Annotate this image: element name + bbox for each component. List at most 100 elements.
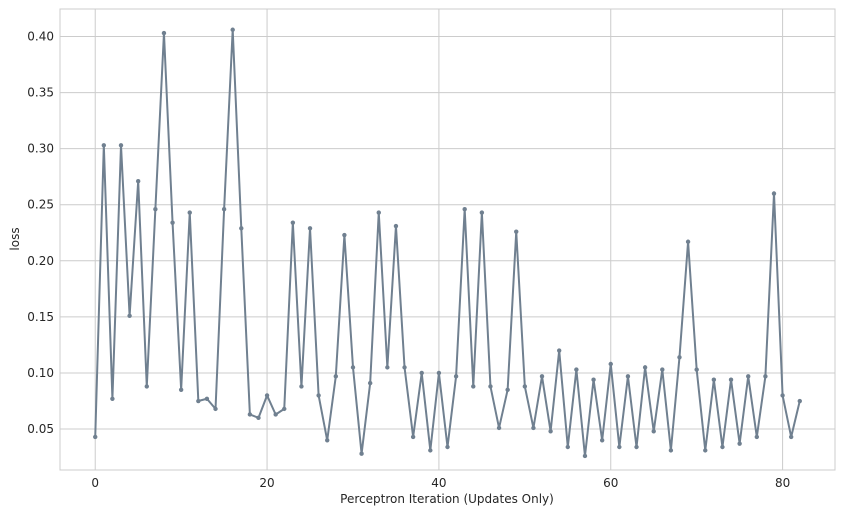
loss-data-point [264,393,270,398]
loss-data-point [599,438,605,443]
loss-data-point [101,143,107,148]
loss-data-point [703,448,708,453]
y-tick-label: 0.05 [27,422,54,436]
loss-data-point [660,367,665,372]
loss-data-point [763,374,768,379]
x-tick-label: 60 [603,476,618,490]
loss-data-point [256,415,261,421]
y-tick-label: 0.40 [27,29,54,43]
x-axis-label: Perceptron Iteration (Updates Only) [340,492,554,506]
loss-data-point [694,367,699,372]
loss-data-point [582,453,588,459]
loss-data-point [110,396,115,401]
loss-data-point [385,365,390,370]
loss-data-point [453,374,459,379]
loss-data-point [393,223,399,229]
loss-data-point [471,384,476,389]
loss-data-point [350,365,356,370]
loss-data-point [325,438,330,443]
x-tick-label: 0 [91,476,99,490]
loss-data-point [196,398,201,404]
loss-data-point [720,444,725,450]
loss-data-point [505,387,510,393]
loss-data-point [754,434,760,440]
loss-data-point [668,448,674,453]
plot-background [60,9,835,470]
loss-data-point [93,434,98,440]
loss-data-point [617,444,622,450]
loss-data-point [496,425,502,431]
loss-data-point [488,384,493,389]
loss-data-point [634,444,639,450]
loss-data-point [436,370,442,376]
series-layer [93,27,802,459]
loss-data-point [239,226,244,231]
y-tick-label: 0.10 [27,366,54,380]
loss-data-point [445,444,450,450]
plot-frame [59,8,836,471]
y-tick-label: 0.15 [27,310,54,324]
loss-data-point [299,384,304,389]
loss-data-point [556,348,562,353]
loss-data-point [479,210,485,215]
loss-data-point [565,444,570,450]
loss-data-point [282,406,287,412]
loss-data-point [625,374,631,379]
loss-data-point [221,207,227,212]
loss-data-point [797,398,802,404]
loss-data-point [178,387,184,393]
x-tick-label: 40 [431,476,446,490]
loss-data-point [548,429,553,434]
loss-data-point [161,30,167,36]
loss-data-point [367,380,373,386]
loss-data-point [187,210,192,215]
loss-data-point [153,207,158,212]
loss-data-point [410,434,416,440]
loss-data-point [591,377,596,382]
loss-data-point [642,365,648,370]
loss-data-point [316,393,321,398]
loss-data-point [376,210,381,215]
tick-layer: 0 20 40 60 80 0.05 0.10 0.15 0.20 0.25 0.30 0.35 0.4… [27,29,790,490]
loss-data-point [514,229,519,234]
loss-data-point [273,412,278,417]
loss-data-point [574,367,579,372]
loss-data-point [290,220,296,225]
loss-data-point [780,393,785,398]
loss-data-point [462,207,467,212]
loss-data-point [170,220,175,225]
loss-data-point [711,377,717,382]
loss-data-point [213,406,218,412]
loss-data-point [118,143,124,148]
loss-data-point [539,374,545,379]
y-axis-label: loss [8,227,22,250]
loss-data-point [247,412,253,417]
loss-data-point [307,226,313,231]
loss-data-point [342,232,347,238]
loss-data-point [230,27,235,32]
y-tick-label: 0.20 [27,254,54,268]
loss-data-point [135,178,141,184]
y-tick-label: 0.35 [27,86,54,100]
y-tick-label: 0.30 [27,142,54,156]
loss-data-point [419,370,424,376]
loss-data-point [402,365,407,370]
loss-data-point [428,448,433,453]
loss-data-point [685,239,691,244]
loss-data-point [746,374,751,379]
loss-data-point [531,425,536,431]
loss-data-point [144,384,149,389]
loss-data-point [127,313,132,318]
x-tick-label: 80 [775,476,790,490]
loss-data-point [359,451,364,456]
y-tick-label: 0.25 [27,198,54,212]
loss-data-point [737,441,742,446]
loss-data-point [608,361,613,367]
loss-data-point [333,374,339,379]
loss-data-point [522,384,528,389]
loss-data-point [788,434,794,440]
loss-data-point [677,355,682,360]
loss-data-point [204,396,210,401]
loss-data-point [771,191,777,196]
